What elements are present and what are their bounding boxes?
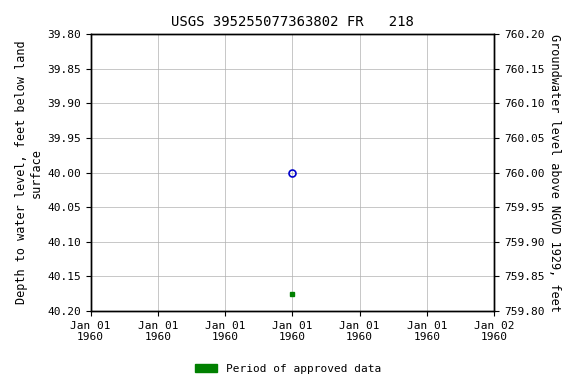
Y-axis label: Depth to water level, feet below land
surface: Depth to water level, feet below land su… <box>15 41 43 305</box>
Title: USGS 395255077363802 FR   218: USGS 395255077363802 FR 218 <box>171 15 414 29</box>
Y-axis label: Groundwater level above NGVD 1929, feet: Groundwater level above NGVD 1929, feet <box>548 34 561 311</box>
Legend: Period of approved data: Period of approved data <box>191 359 385 379</box>
